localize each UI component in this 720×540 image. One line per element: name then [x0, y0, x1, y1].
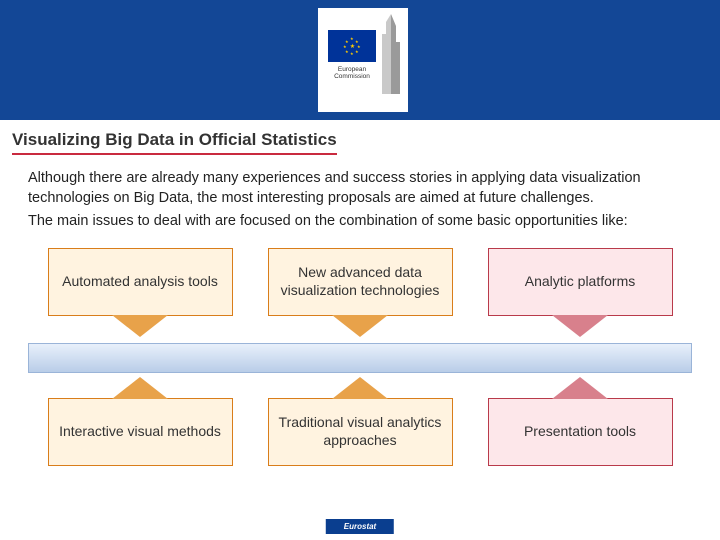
- header-bar: ★ ★ ★ ★ ★ ★ ★ ★ European Commission: [0, 0, 720, 120]
- box-analytic-platforms: Analytic platforms: [488, 248, 673, 316]
- arrow-up-icon: [112, 377, 168, 399]
- page-title: Visualizing Big Data in Official Statist…: [12, 130, 337, 155]
- box-label: Traditional visual analytics approaches: [275, 414, 446, 449]
- arrow-down-icon: [112, 315, 168, 337]
- eu-flag-icon: ★ ★ ★ ★ ★ ★ ★ ★: [328, 30, 376, 62]
- box-interactive-methods: Interactive visual methods: [48, 398, 233, 466]
- box-label: Analytic platforms: [525, 273, 635, 291]
- logo-area: ★ ★ ★ ★ ★ ★ ★ ★ European Commission: [318, 8, 408, 112]
- box-label: Automated analysis tools: [62, 273, 218, 291]
- logo-text: European Commission: [326, 64, 378, 82]
- paragraph-2: The main issues to deal with are focused…: [28, 212, 692, 232]
- paragraph-1: Although there are already many experien…: [28, 169, 692, 208]
- title-wrap: Visualizing Big Data in Official Statist…: [0, 120, 720, 159]
- diagram: Automated analysis tools New advanced da…: [0, 248, 720, 498]
- box-advanced-viz: New advanced data visualization technolo…: [268, 248, 453, 316]
- box-automated-analysis: Automated analysis tools: [48, 248, 233, 316]
- box-label: Interactive visual methods: [59, 423, 221, 441]
- combination-bar: [28, 343, 692, 373]
- box-traditional-analytics: Traditional visual analytics approaches: [268, 398, 453, 466]
- body-text: Although there are already many experien…: [0, 159, 720, 242]
- diagram-bottom-row: Interactive visual methods Traditional v…: [0, 398, 720, 466]
- box-label: New advanced data visualization technolo…: [275, 264, 446, 299]
- box-presentation-tools: Presentation tools: [488, 398, 673, 466]
- arrow-down-icon: [552, 315, 608, 337]
- building-icon: [382, 14, 400, 94]
- footer-badge: Eurostat: [326, 519, 394, 534]
- diagram-top-row: Automated analysis tools New advanced da…: [0, 248, 720, 316]
- arrow-up-icon: [332, 377, 388, 399]
- box-label: Presentation tools: [524, 423, 636, 441]
- arrow-up-icon: [552, 377, 608, 399]
- arrow-down-icon: [332, 315, 388, 337]
